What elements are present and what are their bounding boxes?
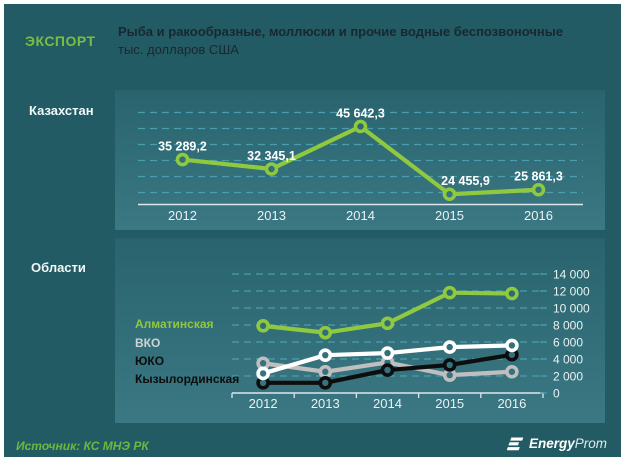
regions-line-chart: 0 2 000 4 000 6 000 8 000 10 000 12 000 14 000 2… bbox=[231, 268, 590, 411]
kazakhstan-line-chart: 35 289,2 32 345,1 45 642,3 24 455,9 25 861,3… bbox=[138, 106, 583, 223]
export-kicker: ЭКСПОРТ bbox=[25, 33, 96, 49]
chart-panel-kazakhstan: 35 289,2 32 345,1 45 642,3 24 455,9 25 861,3… bbox=[115, 90, 605, 230]
svg-text:2013: 2013 bbox=[257, 208, 286, 223]
svg-text:2013: 2013 bbox=[311, 396, 340, 411]
chart-panel-oblasti: 0 2 000 4 000 6 000 8 000 10 000 12 000 14 000 2… bbox=[115, 238, 605, 423]
svg-text:12 000: 12 000 bbox=[553, 285, 590, 299]
svg-text:10 000: 10 000 bbox=[553, 302, 590, 316]
svg-text:24 455,9: 24 455,9 bbox=[441, 174, 490, 188]
logo-bold-part: Energy bbox=[528, 436, 575, 451]
svg-text:8 000: 8 000 bbox=[553, 319, 583, 333]
page-title: Рыба и ракообразные, моллюски и прочие в… bbox=[118, 24, 564, 39]
svg-text:2012: 2012 bbox=[168, 208, 197, 223]
svg-text:25 861,3: 25 861,3 bbox=[514, 170, 563, 184]
svg-text:2 000: 2 000 bbox=[553, 370, 583, 384]
energyprom-wordmark: EnergyProm bbox=[529, 436, 607, 451]
svg-text:0: 0 bbox=[553, 387, 560, 401]
source-note: Источник: КС МНЭ РК bbox=[16, 439, 149, 453]
svg-text:2014: 2014 bbox=[346, 208, 375, 223]
page-subtitle: тыс. долларов США bbox=[118, 42, 239, 57]
svg-text:4 000: 4 000 bbox=[553, 353, 583, 367]
energyprom-icon bbox=[506, 437, 524, 450]
svg-text:2016: 2016 bbox=[524, 208, 553, 223]
svg-text:2014: 2014 bbox=[373, 396, 402, 411]
row-label-oblasti: Области bbox=[31, 260, 86, 275]
svg-text:35 289,2: 35 289,2 bbox=[158, 140, 207, 154]
svg-text:2016: 2016 bbox=[497, 396, 526, 411]
svg-text:32 345,1: 32 345,1 bbox=[247, 149, 296, 163]
energyprom-logo: EnergyProm bbox=[506, 436, 607, 451]
svg-text:45 642,3: 45 642,3 bbox=[336, 106, 385, 120]
svg-text:14 000: 14 000 bbox=[553, 268, 590, 282]
logo-light-part: Prom bbox=[574, 436, 607, 451]
svg-text:2015: 2015 bbox=[435, 208, 464, 223]
svg-text:2015: 2015 bbox=[435, 396, 464, 411]
row-label-kazakhstan: Казахстан bbox=[29, 103, 94, 118]
svg-text:6 000: 6 000 bbox=[553, 336, 583, 350]
svg-text:2012: 2012 bbox=[249, 396, 278, 411]
